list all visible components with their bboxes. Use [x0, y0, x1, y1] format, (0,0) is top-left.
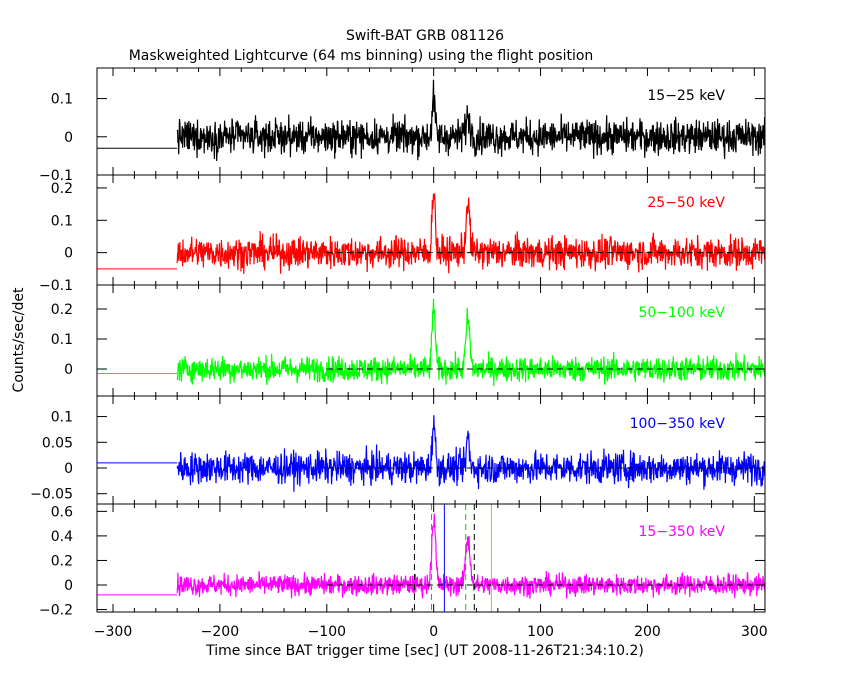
x-tick-label: 0 [429, 624, 438, 640]
panel-4: −0.05 0 0.05 0.1 100−350 keV [30, 395, 766, 505]
x-tick-label: 300 [741, 624, 768, 640]
y-tick-label: −0.1 [39, 278, 73, 294]
y-tick-label: 0.1 [51, 332, 73, 348]
chart-title: Swift-BAT GRB 081126 [346, 28, 504, 44]
y-tick-label: 0 [64, 461, 73, 477]
panels-group: −0.1 0 0.1 15−25 keV −0.1 0 0.1 0.2 25−50 keV 0 0.… [30, 67, 768, 640]
y-tick-label: 0.2 [51, 302, 73, 318]
y-axis-label: Counts/sec/det [11, 287, 27, 392]
y-tick-label: 0.1 [51, 410, 73, 426]
panel-2: −0.1 0 0.1 0.2 25−50 keV [39, 174, 766, 294]
y-tick-label: 0.2 [51, 181, 73, 197]
y-tick-label: 0.1 [51, 92, 73, 108]
x-tick-label: 200 [634, 624, 661, 640]
panel-1: −0.1 0 0.1 15−25 keV [39, 67, 766, 184]
x-tick-label: −300 [94, 624, 132, 640]
y-tick-label: −0.1 [39, 168, 73, 184]
band-label-1: 15−25 keV [647, 88, 725, 104]
x-tick-label: −200 [201, 624, 239, 640]
y-tick-label: 0.05 [42, 435, 73, 451]
y-tick-label: 0.4 [51, 529, 73, 545]
y-tick-label: 0 [64, 130, 73, 146]
y-tick-label: 0.6 [51, 504, 73, 520]
band-label-5: 15−350 keV [638, 524, 725, 540]
y-tick-label: 0.1 [51, 213, 73, 229]
y-tick-label: 0 [64, 578, 73, 594]
x-tick-label: −100 [308, 624, 346, 640]
y-tick-label: 0.2 [51, 553, 73, 569]
x-axis-label: Time since BAT trigger time [sec] (UT 20… [205, 643, 644, 659]
series-line-2 [176, 192, 765, 274]
chart-subtitle: Maskweighted Lightcurve (64 ms binning) … [129, 48, 594, 64]
series-line-3 [176, 298, 765, 387]
panel-3: 0 0.1 0.2 50−100 keV [51, 284, 766, 397]
series-line-1 [176, 79, 765, 162]
series-line-5 [176, 513, 765, 599]
band-label-3: 50−100 keV [638, 305, 725, 321]
y-tick-label: −0.05 [30, 487, 73, 503]
y-tick-label: 0 [64, 362, 73, 378]
x-tick-label: 100 [527, 624, 554, 640]
band-label-2: 25−50 keV [647, 195, 725, 211]
y-tick-label: −0.2 [39, 603, 73, 619]
y-tick-label: 0 [64, 246, 73, 262]
panel-frame [96, 503, 766, 613]
panel-5: −0.2 0 0.2 0.4 0.6 15−350 keV [39, 503, 766, 619]
band-label-4: 100−350 keV [630, 416, 726, 432]
series-line-4 [176, 415, 765, 492]
